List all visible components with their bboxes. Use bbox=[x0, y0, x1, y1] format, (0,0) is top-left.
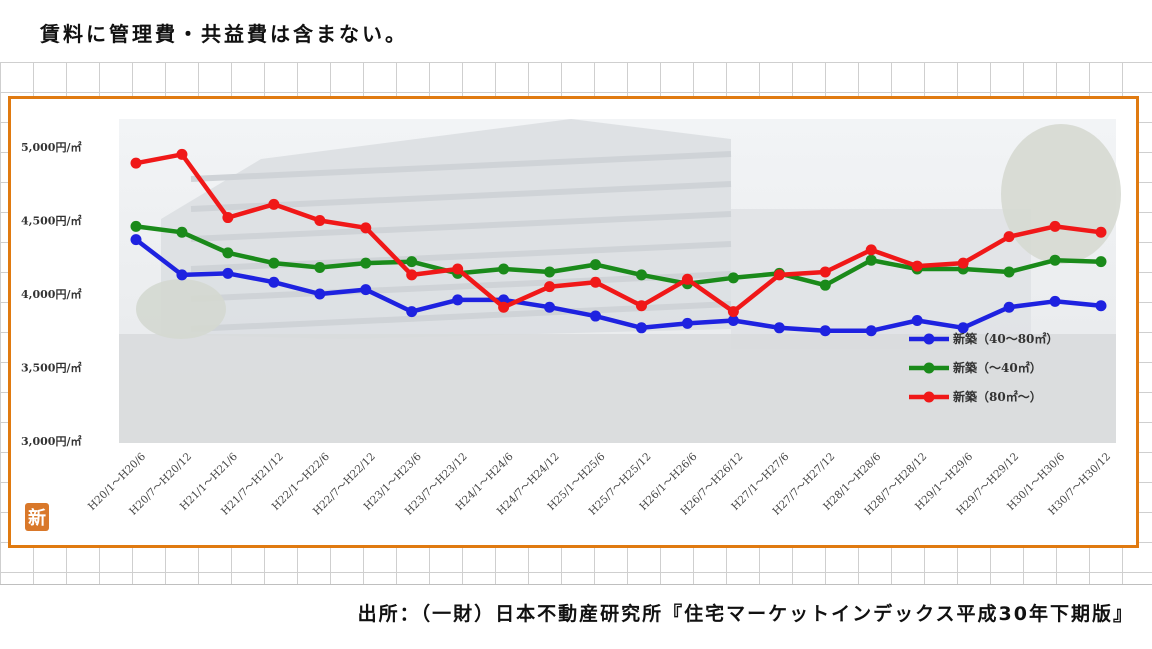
series-3-point bbox=[130, 157, 142, 169]
header-band: 賃料に管理費・共益費は含まない。 bbox=[0, 0, 1152, 63]
series-2-point bbox=[865, 254, 877, 266]
series-2-point bbox=[222, 247, 234, 259]
y-tick-label: 3,000円/㎡ bbox=[21, 434, 81, 448]
series-3-point bbox=[268, 198, 280, 210]
series-1-point bbox=[1003, 301, 1015, 313]
series-3-point bbox=[406, 269, 418, 281]
balcony-line bbox=[190, 151, 732, 182]
series-1-point bbox=[130, 234, 142, 246]
series-1-point bbox=[727, 314, 739, 326]
series-1-point bbox=[957, 322, 969, 334]
series-3-point bbox=[911, 260, 923, 272]
series-2-point bbox=[1003, 266, 1015, 278]
series-2-point bbox=[176, 226, 188, 238]
y-tick-label: 3,500円/㎡ bbox=[21, 361, 81, 375]
y-tick-label: 4,500円/㎡ bbox=[21, 214, 81, 228]
series-3-point bbox=[314, 215, 326, 226]
line-chart: 3,000円/㎡ 3,500円/㎡ 4,000円/㎡ 4,500円/㎡ 5,000円/㎡… bbox=[21, 119, 1121, 518]
series-3-point bbox=[773, 269, 785, 281]
series-2-point bbox=[819, 279, 831, 291]
series-2-point bbox=[406, 256, 418, 268]
y-tick-label: 5,000円/㎡ bbox=[21, 140, 81, 154]
series-1-point bbox=[1049, 295, 1061, 307]
series-3-point bbox=[1049, 220, 1061, 232]
series-1-point bbox=[635, 322, 647, 334]
series-1-point bbox=[222, 267, 234, 279]
series-1-point bbox=[176, 269, 188, 281]
series-3-point bbox=[360, 222, 372, 234]
series-3-point bbox=[865, 244, 877, 256]
chart-frame: 3,000円/㎡ 3,500円/㎡ 4,000円/㎡ 4,500円/㎡ 5,000円/㎡… bbox=[8, 96, 1139, 548]
series-line-3 bbox=[135, 152, 1102, 314]
series-3-point bbox=[635, 300, 647, 312]
series-3-point bbox=[681, 273, 693, 285]
series-3-point bbox=[498, 301, 510, 313]
legend-label-3: 新築（80㎡～） bbox=[953, 389, 1042, 404]
series-3-point bbox=[727, 306, 739, 318]
series-2-point bbox=[314, 262, 326, 274]
series-1-point bbox=[360, 284, 372, 296]
series-2-point bbox=[1049, 254, 1061, 266]
series-1-point bbox=[452, 294, 464, 306]
series-1-point bbox=[865, 325, 877, 337]
shrub-shape bbox=[136, 279, 226, 339]
series-1-point bbox=[681, 317, 693, 329]
series-2-point bbox=[635, 269, 647, 281]
series-2-point bbox=[498, 263, 510, 275]
series-line-1 bbox=[134, 237, 1102, 334]
series-3-point bbox=[590, 276, 602, 288]
series-3-point bbox=[819, 266, 831, 278]
series-3-point bbox=[1003, 231, 1015, 243]
series-1-point bbox=[544, 301, 556, 313]
series-1-point bbox=[268, 276, 280, 288]
series-line-2 bbox=[135, 224, 1102, 288]
series-2-point bbox=[268, 257, 280, 269]
series-3-point bbox=[452, 263, 464, 275]
source-citation: 出所：（一財）日本不動産研究所『住宅マーケットインデックス平成30年下期版』 bbox=[357, 603, 1134, 625]
retaining-wall bbox=[119, 334, 1116, 443]
series-1-point bbox=[773, 322, 785, 334]
series-3-point bbox=[957, 257, 969, 269]
series-3-point bbox=[176, 148, 188, 160]
series-2-point bbox=[727, 272, 739, 284]
series-2-point bbox=[590, 259, 602, 271]
shin-logo-icon: 新 bbox=[25, 503, 49, 531]
series-1-point bbox=[911, 314, 923, 326]
series-2-point bbox=[544, 266, 556, 278]
series-1-point bbox=[406, 306, 418, 318]
legend-marker-2 bbox=[923, 362, 935, 374]
series-2-point bbox=[1095, 256, 1107, 268]
series-2-point bbox=[360, 257, 372, 269]
series-1-point bbox=[314, 288, 326, 300]
series-3-point bbox=[222, 212, 234, 224]
series-1-point bbox=[819, 325, 831, 337]
y-tick-label: 4,000円/㎡ bbox=[21, 287, 81, 301]
series-1-point bbox=[1095, 300, 1107, 312]
legend-marker-3 bbox=[923, 391, 935, 403]
legend-label-1: 新築（40～80㎡） bbox=[953, 331, 1058, 346]
series-2-point bbox=[130, 220, 142, 232]
rent-note: 賃料に管理費・共益費は含まない。 bbox=[40, 22, 408, 46]
legend-label-2: 新築（～40㎡） bbox=[953, 360, 1042, 375]
footer-band: 出所：（一財）日本不動産研究所『住宅マーケットインデックス平成30年下期版』 bbox=[0, 584, 1152, 649]
series-3-point bbox=[1095, 226, 1107, 238]
legend-marker-1 bbox=[923, 333, 935, 345]
series-3-point bbox=[544, 281, 556, 293]
balcony-line bbox=[190, 211, 732, 242]
series-1-point bbox=[590, 310, 602, 322]
tree-shape bbox=[1001, 124, 1121, 264]
